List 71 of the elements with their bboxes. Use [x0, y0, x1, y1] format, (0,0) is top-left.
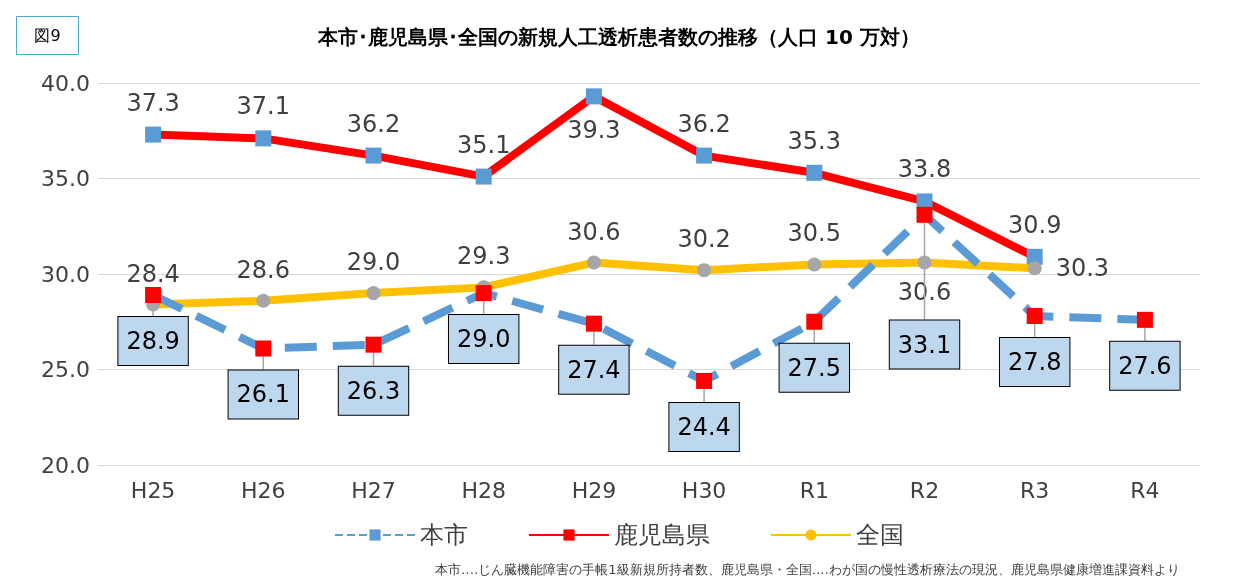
point — [586, 255, 601, 270]
x-tick-label: R4 — [1130, 477, 1160, 503]
point — [697, 263, 712, 278]
point — [916, 206, 933, 223]
y-tick-label: 25.0 — [41, 357, 90, 382]
chart-title: 本市･鹿児島県･全国の新規人工透析患者数の推移（人口 10 万対） — [317, 25, 920, 49]
data-label: 29.0 — [346, 248, 401, 277]
data-label: 36.2 — [346, 109, 401, 138]
data-label: 27.8 — [1007, 348, 1062, 377]
point — [475, 168, 492, 185]
x-tick-label: H26 — [241, 477, 286, 503]
data-label: 28.6 — [236, 255, 291, 284]
data-label: 28.4 — [126, 259, 180, 288]
x-tick-label: R2 — [909, 477, 940, 503]
legend-label: 鹿児島県 — [614, 521, 710, 549]
x-tick-label: R3 — [1020, 477, 1050, 503]
y-tick-label: 30.0 — [41, 261, 90, 287]
legend-label: 全国 — [856, 521, 904, 549]
data-label: 30.3 — [1055, 254, 1110, 283]
point — [585, 88, 602, 105]
data-label: 39.3 — [567, 116, 621, 145]
y-tick-label: 40.0 — [41, 70, 90, 96]
data-label: 24.4 — [677, 412, 731, 441]
data-label: 30.9 — [1007, 210, 1062, 239]
data-label: 30.6 — [567, 217, 621, 246]
x-tick-label: H27 — [351, 477, 396, 503]
legend-label: 本市 — [420, 521, 468, 549]
point — [696, 372, 713, 389]
caption: 図9 — [34, 26, 61, 45]
point — [145, 126, 162, 143]
x-tick-label: H30 — [681, 477, 727, 503]
x-tick-label: H28 — [461, 477, 506, 503]
point — [256, 293, 271, 308]
data-label: 26.3 — [346, 376, 401, 405]
data-label: 36.2 — [677, 109, 731, 138]
point — [806, 313, 823, 330]
point — [585, 315, 602, 332]
point — [365, 147, 382, 164]
point — [475, 285, 492, 302]
point — [807, 257, 822, 272]
x-tick-label: H25 — [130, 477, 176, 503]
data-label: 37.3 — [126, 88, 180, 117]
data-label: 33.8 — [897, 155, 952, 184]
x-tick-label: H29 — [571, 477, 617, 503]
data-label: 26.1 — [236, 380, 291, 409]
point — [1026, 308, 1043, 325]
data-label: 35.1 — [456, 130, 511, 159]
data-label: 27.5 — [787, 353, 842, 382]
y-tick-label: 20.0 — [41, 452, 90, 478]
data-label: 28.9 — [126, 327, 180, 356]
data-label: 35.3 — [787, 126, 842, 155]
data-label: 27.6 — [1118, 351, 1172, 380]
point — [1136, 311, 1153, 328]
point — [365, 336, 382, 353]
data-label: 37.1 — [236, 92, 291, 121]
data-label: 29.0 — [456, 325, 511, 354]
x-tick-label: R1 — [799, 477, 829, 503]
data-label: 30.2 — [677, 225, 731, 254]
point — [255, 340, 272, 357]
point — [806, 164, 823, 181]
data-label: 27.4 — [567, 355, 621, 384]
y-tick-label: 35.0 — [41, 166, 90, 191]
data-label: 30.5 — [787, 219, 842, 248]
text: 本市‥‥じん臓機能障害の手帳1級新規所持者数、鹿児島県・全国‥‥わが国の慢性透析療法の現況、鹿児島県健康増進課資料より — [435, 562, 1180, 577]
point — [366, 286, 381, 301]
data-label: 33.1 — [897, 330, 952, 359]
point — [696, 147, 713, 164]
point — [1027, 261, 1042, 276]
point — [145, 287, 162, 304]
point — [255, 130, 272, 147]
data-label: 29.3 — [456, 242, 511, 271]
